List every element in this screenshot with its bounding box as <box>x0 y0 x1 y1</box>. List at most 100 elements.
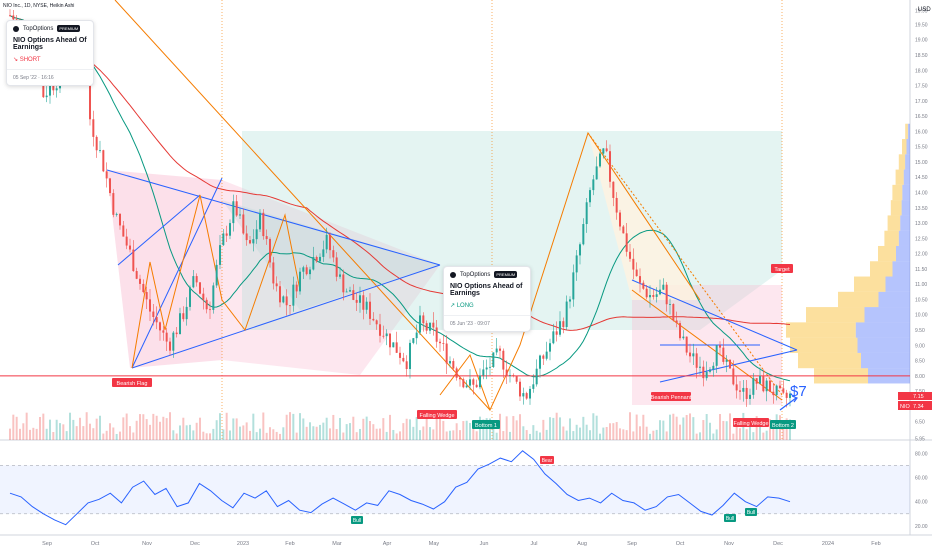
candle-body <box>372 318 375 321</box>
volume-bar <box>579 427 581 440</box>
volume-bar <box>175 433 178 440</box>
volume-profile-bar <box>890 200 902 216</box>
label-bull-2: Bull <box>724 514 736 522</box>
candle-body <box>662 284 665 290</box>
volume-bar <box>452 430 455 440</box>
volume-bar <box>345 424 348 440</box>
candle-body <box>579 244 581 256</box>
idea-card-short[interactable]: TopOptions PREMIUM NIO Options Ahead Of … <box>6 20 94 86</box>
time-tick-label: Dec <box>773 541 783 547</box>
price-tick-label: 8.50 <box>915 359 925 365</box>
brand-name: TopOptions <box>460 271 491 278</box>
volume-bar <box>292 413 295 440</box>
candle-body <box>785 392 788 398</box>
candle-body <box>765 380 768 392</box>
volume-bar <box>142 414 145 440</box>
volume-bar <box>735 418 738 440</box>
label-bull-3-text: Bull <box>747 510 755 516</box>
idea-card-long[interactable]: TopOptions PREMIUM NIO Options Ahead of … <box>443 266 531 332</box>
volume-bar <box>615 422 618 440</box>
volume-bar <box>525 430 528 440</box>
volume-profile-bar <box>887 215 901 231</box>
volume-bar <box>542 419 545 440</box>
price-tick-label: 14.00 <box>915 191 928 197</box>
price-tick-label: 11.00 <box>915 282 927 288</box>
volume-profile-bar <box>857 337 910 353</box>
volume-bar <box>515 420 518 440</box>
candle-body <box>722 347 725 362</box>
candle-body <box>355 299 358 303</box>
volume-bar <box>439 417 441 440</box>
volume-bar <box>312 426 315 440</box>
volume-bar <box>12 414 15 440</box>
candle-body <box>672 304 675 321</box>
rsi-tick-label: 40.00 <box>915 500 928 506</box>
price-tick-label: 6.50 <box>915 420 925 426</box>
rsi-tick-label: 20.00 <box>915 524 928 530</box>
volume-bar <box>535 430 538 440</box>
volume-profile-bar <box>907 123 910 140</box>
volume-bar <box>25 412 28 440</box>
volume-bar <box>42 413 45 440</box>
volume-bar <box>475 431 478 440</box>
volume-bar <box>605 427 608 440</box>
candle-body <box>482 369 485 376</box>
label-bottom-1-text: Bottom 1 <box>475 423 497 429</box>
time-tick-label: Sep <box>627 541 637 547</box>
volume-bar <box>225 412 228 440</box>
candle-body <box>489 366 491 368</box>
candle-body <box>219 245 221 265</box>
candle-body <box>292 284 295 306</box>
candle-body <box>572 272 575 300</box>
volume-bar <box>572 431 575 440</box>
time-tick-label: Nov <box>724 541 734 547</box>
candle-body <box>699 366 701 368</box>
volume-bar <box>769 419 771 440</box>
volume-bar <box>702 420 705 440</box>
candle-body <box>665 284 668 305</box>
volume-bar <box>695 433 698 440</box>
candle-body <box>415 332 418 339</box>
candle-body <box>509 375 511 376</box>
candle-body <box>269 239 271 263</box>
candle-body <box>89 85 91 120</box>
candle-body <box>282 296 285 303</box>
candle-body <box>715 345 718 366</box>
candle-body <box>519 381 521 397</box>
volume-profile-bar <box>892 184 903 201</box>
volume-profile-bar <box>786 322 856 338</box>
brand-badge: PREMIUM <box>57 25 81 32</box>
volume-bar <box>255 432 258 440</box>
time-tick-label: Dec <box>190 541 200 547</box>
volume-bar <box>725 421 728 440</box>
candle-body <box>559 321 561 335</box>
volume-bar <box>242 425 245 440</box>
candle-body <box>679 323 681 339</box>
volume-profile-bar <box>905 123 908 140</box>
price-tick-label: 15.50 <box>915 145 928 151</box>
candle-body <box>215 264 218 286</box>
volume-profile-bar <box>870 261 893 277</box>
price-tick-label: 18.00 <box>915 68 928 74</box>
candle-body <box>729 359 731 369</box>
candle-body <box>622 226 625 234</box>
label-bottom-1: Bottom 1 <box>472 420 500 429</box>
label-bear-text: Bear <box>542 458 553 464</box>
price-tick-label: 11.50 <box>915 267 927 273</box>
volume-bar <box>265 432 268 440</box>
volume-bar <box>132 432 135 440</box>
time-tick-label: 2023 <box>237 541 249 547</box>
volume-bar <box>635 414 638 440</box>
card-direction-text: SHORT <box>19 57 41 63</box>
candle-body <box>405 361 408 370</box>
price-note-arrow <box>779 397 797 411</box>
volume-bar <box>315 426 318 440</box>
candle-body <box>425 323 428 331</box>
candle-body <box>399 352 401 358</box>
volume-profile-bar <box>854 276 886 292</box>
price-tick-label: 16.50 <box>915 114 928 120</box>
volume-bar <box>342 432 345 440</box>
price-tick-label: 18.50 <box>915 53 928 59</box>
volume-bar <box>55 419 58 440</box>
